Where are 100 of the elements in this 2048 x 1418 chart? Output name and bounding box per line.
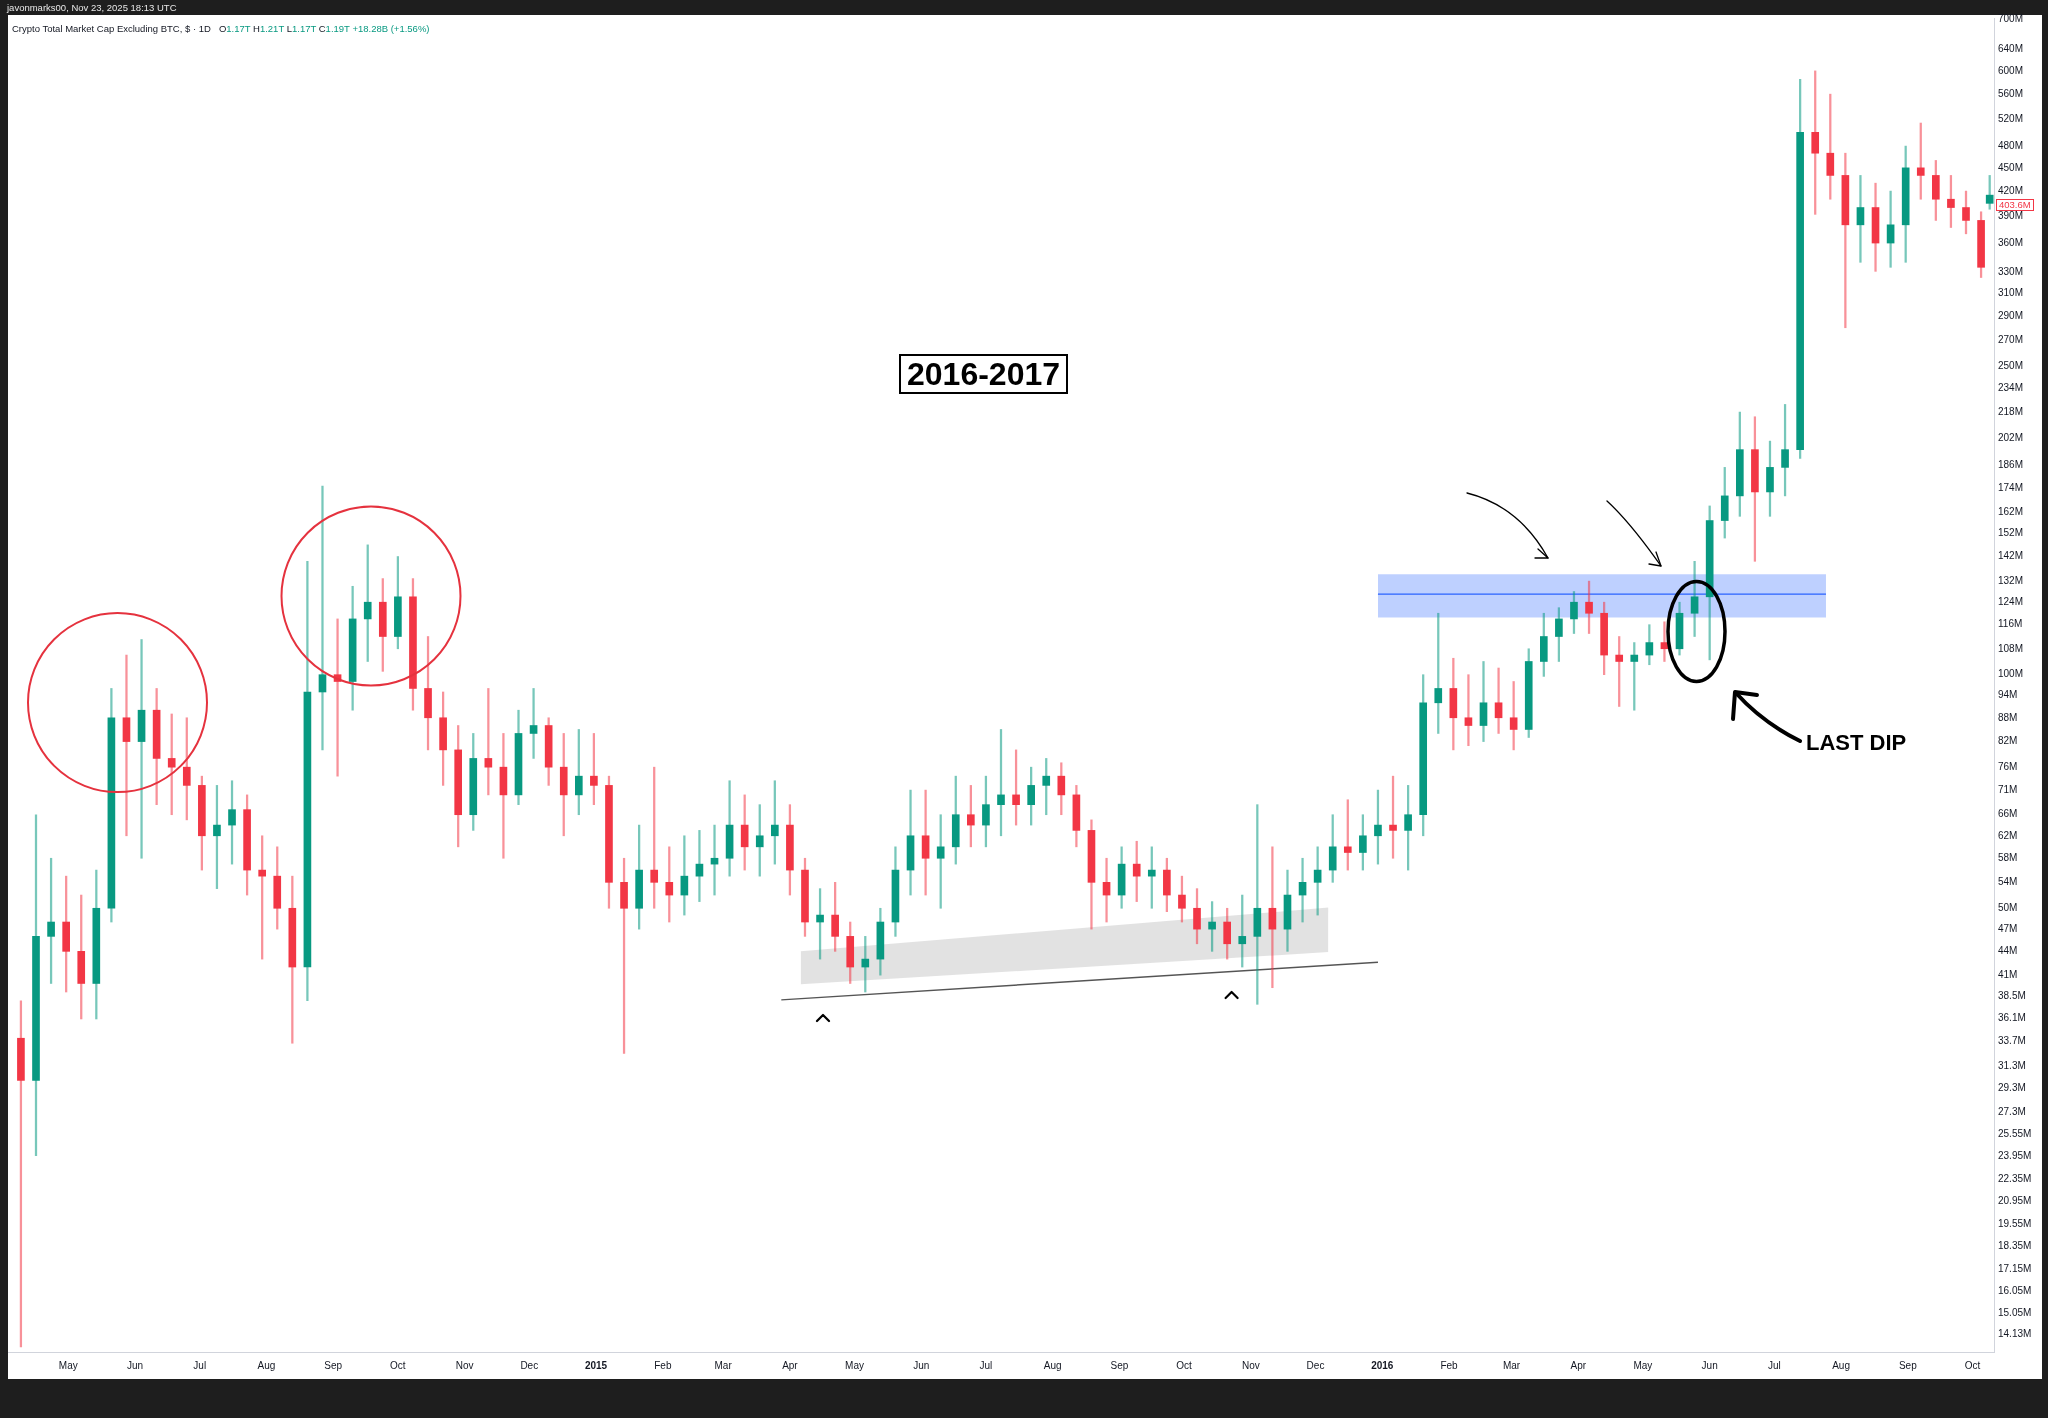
x-tick-label: Oct	[390, 1359, 406, 1371]
y-tick-label: 23.95M	[1998, 1150, 2032, 1162]
y-tick-label: 480M	[1998, 139, 2024, 151]
y-tick-label: 15.05M	[1998, 1306, 2032, 1318]
y-tick-label: 100M	[1998, 668, 2024, 680]
y-tick-label: 124M	[1998, 595, 2024, 607]
y-tick-label: 58M	[1998, 852, 2018, 864]
candlestick	[1494, 667, 1503, 734]
x-tick-label: May	[1633, 1359, 1653, 1371]
x-tick-label: Jun	[1701, 1359, 1718, 1371]
y-tick-label: 450M	[1998, 161, 2024, 173]
y-tick-label: 71M	[1998, 783, 2018, 795]
candlestick	[318, 485, 327, 751]
candlestick	[1886, 190, 1895, 268]
y-tick-label: 27.3M	[1998, 1105, 2026, 1117]
y-tick-label: 14.13M	[1998, 1327, 2032, 1339]
y-tick-label: 700M	[1998, 12, 2024, 24]
candlestick	[921, 789, 930, 896]
y-tick-label: 82M	[1998, 735, 2018, 747]
y-tick-label: 116M	[1998, 618, 2023, 630]
x-tick-label: May	[58, 1359, 78, 1371]
annotation: 2016-2017	[899, 354, 1069, 394]
x-tick-label: Aug	[1043, 1359, 1062, 1371]
y-tick-label: 18.35M	[1998, 1239, 2032, 1251]
y-tick-label: 520M	[1998, 112, 2024, 124]
candlestick	[122, 654, 131, 837]
y-tick-label: 270M	[1998, 333, 2024, 345]
y-tick-label: 88M	[1998, 711, 2018, 723]
x-tick-label: Feb	[1440, 1359, 1459, 1371]
candlestick	[137, 639, 146, 859]
y-tick-label: 218M	[1998, 405, 2024, 417]
y-tick-label: 600M	[1998, 64, 2024, 76]
y-tick-label: 66M	[1998, 808, 2018, 820]
y-tick-label: 108M	[1998, 642, 2024, 654]
y-tick-label: 310M	[1998, 287, 2024, 299]
y-tick-label: 174M	[1998, 481, 2024, 493]
y-tick-label: 290M	[1998, 309, 2024, 321]
y-tick-label: 94M	[1998, 689, 2018, 701]
candlestick	[1841, 152, 1850, 329]
y-tick-label: 50M	[1998, 902, 2018, 914]
y-tick-label: 162M	[1998, 505, 2024, 517]
y-tick-label: 33.7M	[1998, 1034, 2026, 1046]
x-tick-label: Jul	[193, 1359, 207, 1371]
x-tick-label: Mar	[714, 1359, 733, 1371]
x-tick-label: Apr	[782, 1359, 799, 1371]
y-tick-label: 132M	[1998, 574, 2024, 586]
x-tick-label: Mar	[1502, 1359, 1521, 1371]
annotation: 403.6M	[1996, 198, 2034, 211]
x-tick-label: Sep	[1898, 1359, 1918, 1371]
candlestick	[499, 733, 508, 859]
x-tick-label: 2015	[584, 1359, 608, 1371]
y-tick-label: 38.5M	[1998, 990, 2026, 1002]
y-tick-label: 47M	[1998, 922, 2018, 934]
x-tick-label: Jun	[127, 1359, 144, 1371]
x-tick-label: Jul	[1767, 1359, 1781, 1371]
y-tick-label: 25.55M	[1998, 1128, 2032, 1140]
x-tick-label: May	[845, 1359, 864, 1371]
x-tick-label: Nov	[1241, 1359, 1260, 1371]
x-tick-label: Oct	[1964, 1359, 1981, 1371]
y-tick-label: 390M	[1998, 209, 2024, 221]
text: O1.17T H1.21T L1.17T C1.19T +18.28B (+1.56%)	[218, 23, 430, 34]
x-tick-label: Nov	[455, 1359, 474, 1371]
y-tick-label: 420M	[1998, 184, 2024, 196]
y-tick-label: 250M	[1998, 359, 2024, 371]
y-tick-label: 640M	[1998, 42, 2024, 54]
y-tick-label: 330M	[1998, 266, 2024, 278]
y-tick-label: 31.3M	[1998, 1059, 2026, 1071]
y-tick-label: 186M	[1998, 459, 2024, 471]
x-tick-label: Apr	[1570, 1359, 1587, 1371]
annotation: LAST DIP	[1806, 730, 1907, 755]
text: Crypto Total Market Cap Excluding BTC, $ · 1D	[12, 23, 211, 34]
y-tick-label: 142M	[1998, 550, 2024, 562]
candlestick	[529, 688, 538, 759]
x-tick-label: Oct	[1176, 1359, 1193, 1371]
candlestick	[1690, 560, 1699, 637]
y-tick-label: 54M	[1998, 876, 2018, 888]
y-tick-label: 360M	[1998, 236, 2024, 248]
y-tick-label: 19.55M	[1998, 1218, 2032, 1230]
candlestick	[1464, 674, 1473, 747]
x-tick-label: Dec	[1306, 1359, 1325, 1371]
candlestick	[1479, 661, 1488, 742]
candlestick	[1856, 175, 1865, 263]
y-tick-label: 41M	[1998, 968, 2018, 980]
x-tick-label: Sep	[1110, 1359, 1129, 1371]
y-tick-label: 234M	[1998, 381, 2024, 393]
x-tick-label: 2016	[1371, 1359, 1394, 1371]
x-tick-label: Jul	[979, 1359, 993, 1371]
x-tick-label: Aug	[1832, 1359, 1850, 1371]
y-tick-label: 16.05M	[1998, 1284, 2032, 1296]
y-tick-label: 202M	[1998, 431, 2024, 443]
y-tick-label: 62M	[1998, 829, 2018, 841]
y-tick-label: 22.35M	[1998, 1173, 2032, 1185]
y-tick-label: 17.15M	[1998, 1262, 2032, 1274]
x-tick-label: Sep	[324, 1359, 343, 1371]
text: javonmarks00, Nov 23, 2025 18:13 UTC	[7, 2, 177, 14]
y-tick-label: 29.3M	[1998, 1082, 2026, 1094]
x-tick-label: Aug	[257, 1359, 276, 1371]
y-tick-label: 44M	[1998, 945, 2018, 957]
y-tick-label: 36.1M	[1998, 1011, 2026, 1023]
y-tick-label: 76M	[1998, 760, 2018, 772]
